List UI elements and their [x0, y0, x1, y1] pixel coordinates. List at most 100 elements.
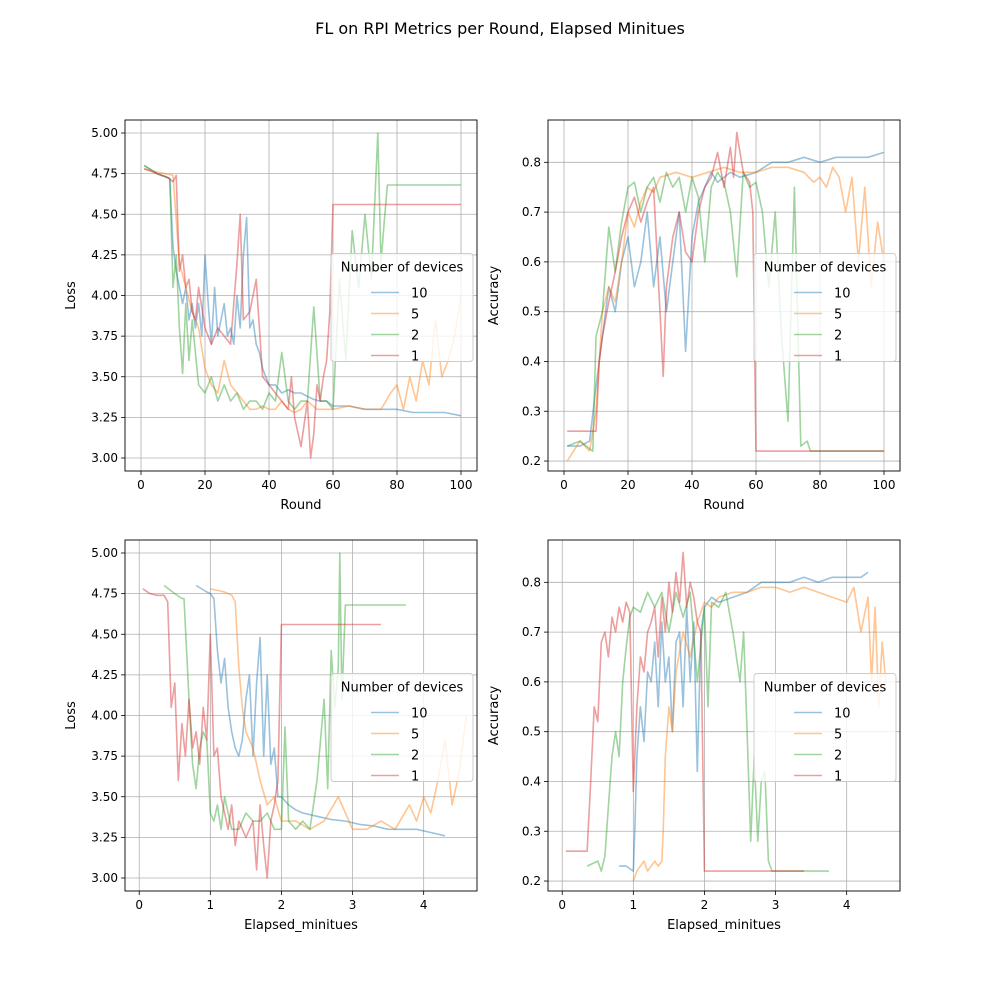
x-tick-label: 1 — [207, 898, 215, 912]
legend-label-2: 2 — [411, 749, 419, 764]
x-tick-label: 80 — [812, 478, 827, 492]
y-tick-label: 4.25 — [91, 248, 118, 262]
x-tick-label: 3 — [349, 898, 357, 912]
y-tick-label: 0.3 — [522, 824, 541, 838]
legend-label-2: 2 — [834, 329, 842, 344]
y-tick-label: 3.75 — [91, 749, 118, 763]
series-line-1 — [565, 551, 804, 872]
legend-label-1: 1 — [411, 770, 419, 785]
legend-label-1: 1 — [834, 350, 842, 365]
y-tick-label: 4.00 — [91, 709, 118, 723]
legend-box — [330, 253, 474, 362]
legend: Number of devices 10 5 2 1 — [753, 253, 897, 365]
legend: Number of devices 10 5 2 1 — [753, 673, 897, 785]
y-tick-label: 0.4 — [522, 774, 541, 788]
y-tick-label: 4.25 — [91, 668, 118, 682]
x-tick-label: 100 — [450, 478, 473, 492]
x-tick-label: 40 — [261, 478, 276, 492]
x-tick-label: 4 — [420, 898, 428, 912]
subplot-3: 0 1 2 3 4 3.00 3.25 3.50 3.75 4.00 4.25 4.50 4.75 5.0… — [64, 539, 478, 933]
y-tick-label: 5.00 — [91, 546, 118, 560]
x-tick-label: 0 — [560, 478, 568, 492]
y-tick-label: 0.3 — [522, 404, 541, 418]
legend-label-1: 1 — [834, 770, 842, 785]
y-tick-label: 0.7 — [522, 625, 541, 639]
subplot-2: 0 20 40 60 80 100 0.2 0.3 0.4 0.5 0.6 0.7 0.8 Round Ac… — [487, 119, 901, 513]
legend-label-2: 2 — [411, 329, 419, 344]
y-tick-label: 3.25 — [91, 410, 118, 424]
legend-title: Number of devices — [341, 261, 464, 276]
y-tick-label: 3.50 — [91, 790, 118, 804]
y-tick-label: 0.4 — [522, 354, 541, 368]
x-tick-label: 4 — [843, 898, 851, 912]
subplot-grid: 0 20 40 60 80 1003.003.253.503.754.004.254.50… — [64, 119, 901, 933]
x-tick-label: 3 — [772, 898, 780, 912]
x-tick-label: 100 — [873, 478, 896, 492]
series-line-10 — [619, 571, 869, 872]
y-axis-label: Accuracy — [487, 266, 502, 326]
y-tick-label: 0.2 — [522, 454, 541, 468]
x-tick-label: 20 — [620, 478, 635, 492]
subplot-4: 0 1 2 3 4 0.2 0.3 0.4 0.5 0.6 0.7 0.8 Elapsed_minitu… — [487, 539, 901, 933]
x-tick-label: 80 — [389, 478, 404, 492]
y-axis-label: Loss — [64, 281, 79, 310]
y-tick-label: 4.75 — [91, 167, 118, 181]
y-tick-label: 3.25 — [91, 830, 118, 844]
x-axis-label: Round — [703, 498, 744, 513]
series-line-10 — [195, 584, 446, 837]
y-tick-label: 0.6 — [522, 255, 541, 269]
y-tick-label: 4.00 — [91, 289, 118, 303]
x-tick-label: 0 — [137, 478, 145, 492]
subplot-1: 0 20 40 60 80 100 3.00 3.25 3.50 3.75 4.00 4.25 4.50… — [64, 119, 478, 513]
legend-label-10: 10 — [834, 707, 851, 722]
legend-label-2: 2 — [834, 749, 842, 764]
y-tick-label: 0.2 — [522, 874, 541, 888]
y-tick-label: 0.8 — [522, 155, 541, 169]
axes-frame — [547, 539, 901, 892]
legend-box — [753, 673, 897, 782]
y-tick-label: 0.5 — [522, 305, 541, 319]
x-tick-label: 0 — [558, 898, 566, 912]
legend-label-10: 10 — [411, 287, 428, 302]
legend-box — [330, 673, 474, 782]
x-axis-label: Elapsed_minitues — [667, 918, 781, 933]
y-tick-label: 0.7 — [522, 205, 541, 219]
legend: Number of devices 10 5 2 1 — [330, 673, 474, 785]
series-line-5 — [632, 586, 887, 882]
x-tick-label: 40 — [684, 478, 699, 492]
y-tick-label: 3.00 — [91, 871, 118, 885]
x-tick-label: 20 — [197, 478, 212, 492]
legend-label-10: 10 — [411, 707, 428, 722]
x-tick-label: 1 — [630, 898, 638, 912]
legend-label-5: 5 — [411, 308, 419, 323]
legend-label-1: 1 — [411, 350, 419, 365]
legend-title: Number of devices — [764, 261, 887, 276]
series-group — [565, 551, 887, 882]
y-tick-label: 5.00 — [91, 126, 118, 140]
figure-suptitle: FL on RPI Metrics per Round, Elapsed Min… — [315, 19, 685, 38]
y-tick-label: 3.75 — [91, 329, 118, 343]
legend-label-5: 5 — [834, 728, 842, 743]
series-line-5 — [566, 166, 885, 462]
y-tick-label: 3.00 — [91, 451, 118, 465]
axes-frame — [547, 119, 901, 472]
y-tick-label: 0.8 — [522, 575, 541, 589]
x-tick-label: 2 — [278, 898, 286, 912]
legend-title: Number of devices — [764, 681, 887, 696]
y-tick-label: 0.5 — [522, 725, 541, 739]
series-line-10 — [143, 164, 462, 417]
x-tick-label: 2 — [701, 898, 709, 912]
series-line-5 — [144, 168, 462, 414]
legend-label-10: 10 — [834, 287, 851, 302]
y-axis-label: Loss — [64, 701, 79, 730]
series-line-10 — [567, 151, 885, 447]
x-tick-label: 0 — [135, 898, 143, 912]
legend-box — [753, 253, 897, 362]
y-tick-label: 3.50 — [91, 370, 118, 384]
x-axis-label: Round — [280, 498, 321, 513]
series-line-1 — [143, 168, 461, 459]
y-tick-label: 4.75 — [91, 587, 118, 601]
y-tick-label: 4.50 — [91, 627, 118, 641]
